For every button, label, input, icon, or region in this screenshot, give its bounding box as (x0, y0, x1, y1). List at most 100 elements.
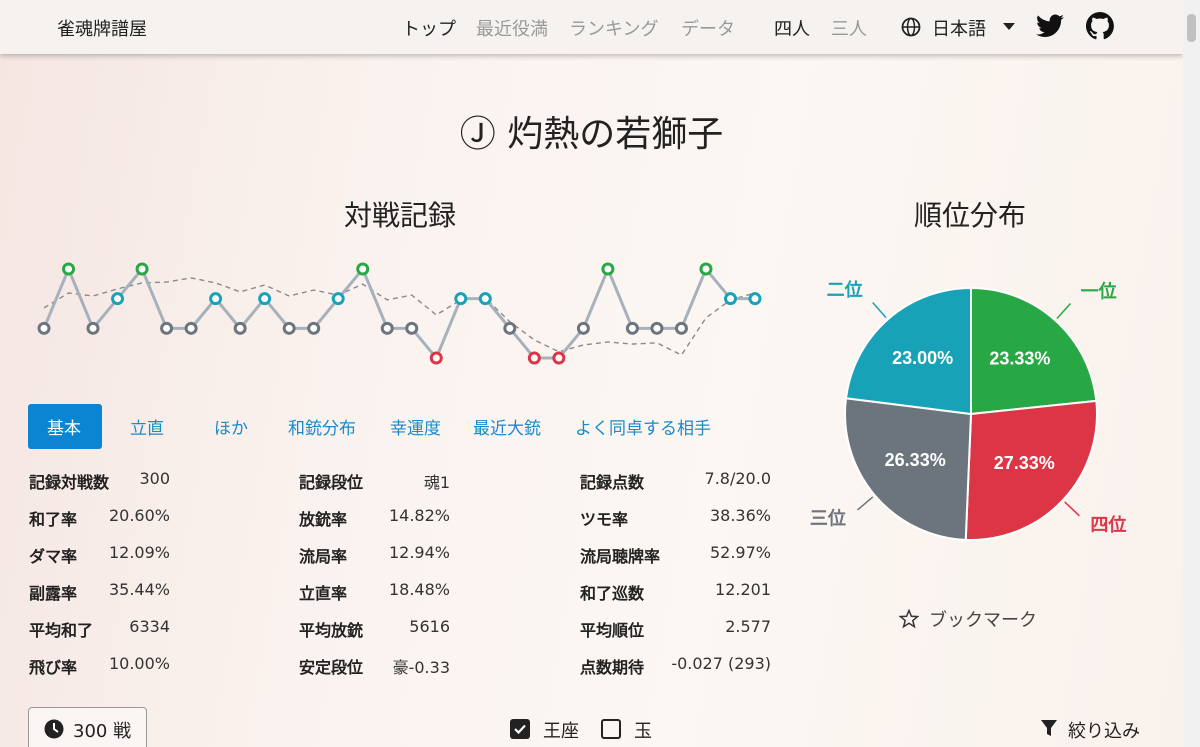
stat-value: 14.82% (388, 506, 450, 525)
tab[interactable]: 立直 (130, 419, 164, 439)
stat-label: 和了巡数 (580, 584, 645, 603)
rank-point (748, 292, 762, 306)
stat-value: 魂1 (423, 473, 450, 492)
pie-slice (844, 286, 972, 416)
leader-line (1056, 303, 1072, 319)
clock-icon (44, 719, 64, 739)
stat-label: 記録対戦数 (29, 473, 110, 492)
nav-link[interactable]: 最近役満 (476, 19, 548, 40)
brand[interactable]: 雀魂牌譜屋 (57, 19, 147, 40)
caret (1003, 23, 1015, 30)
pie-value-label: 26.33% (885, 450, 946, 470)
stat-value: 20.60% (108, 506, 170, 525)
rank-point (601, 262, 615, 276)
games-button-label[interactable]: 300 戦 (73, 721, 132, 742)
checkbox[interactable] (510, 719, 530, 739)
stat-label: 平均放銃 (299, 621, 364, 640)
pie-slice (964, 399, 1098, 541)
filter-label[interactable]: 王座 (543, 721, 579, 742)
globe-icon[interactable] (901, 17, 921, 37)
filter-icon (1041, 720, 1057, 736)
tab[interactable]: ほか (214, 419, 248, 439)
rank-point (135, 262, 149, 276)
rank-point (674, 321, 688, 335)
chart-title: 順位分布 (913, 199, 1026, 232)
tab[interactable]: 基本 (47, 419, 81, 439)
stat-label: 流局率 (299, 547, 348, 566)
tab[interactable]: 幸運度 (390, 419, 441, 439)
stat-value: 5616 (409, 617, 450, 636)
rank-point (429, 351, 443, 365)
stat-label: ツモ率 (580, 510, 629, 529)
player-title: Ⓙ 灼熱の若獅子 (459, 114, 724, 155)
stat-value: 6334 (129, 617, 170, 636)
pie-category-label: 四位 (1090, 514, 1126, 536)
nav-link[interactable]: ランキング (569, 19, 659, 40)
stat-value: 52.97% (709, 543, 771, 562)
leader-line (872, 301, 887, 319)
stat-value: 12.94% (388, 543, 450, 562)
stat-value: 35.44% (108, 580, 170, 599)
rank-point (62, 262, 76, 276)
nav-link[interactable]: データ (681, 19, 735, 40)
rank-point (380, 321, 394, 335)
checkmark (514, 724, 526, 735)
rank-point (405, 321, 419, 335)
checkbox-box (601, 719, 621, 739)
tab[interactable]: よく同卓する相手 (575, 419, 711, 439)
language[interactable]: 日本語 (932, 19, 986, 40)
mode-link[interactable]: 三人 (831, 19, 867, 40)
rank-point (723, 292, 737, 306)
pie-value-label: 23.33% (989, 348, 1050, 368)
tab[interactable]: 和銃分布 (288, 419, 356, 439)
stat-label: 副露率 (29, 584, 78, 603)
rank-point (233, 321, 247, 335)
stat-label: 流局聴牌率 (580, 547, 661, 566)
filter-label[interactable]: 玉 (634, 721, 652, 742)
pie-slice (970, 286, 1098, 416)
rank-point (111, 292, 125, 306)
leader-line (856, 496, 874, 511)
rank-point (331, 292, 345, 306)
stat-value: 300 (139, 469, 170, 488)
rank-point (282, 321, 296, 335)
tab[interactable]: 最近大銃 (473, 419, 541, 439)
checkbox[interactable] (601, 719, 621, 739)
github-icon[interactable] (1086, 12, 1114, 40)
stat-value: 12.201 (715, 580, 771, 599)
rank-point (552, 351, 566, 365)
pie-category-label: 一位 (1081, 280, 1117, 302)
stat-label: 飛び率 (29, 658, 78, 677)
stat-label: 点数期待 (580, 658, 645, 677)
rank-point (650, 321, 664, 335)
pie-category-label: 三位 (810, 508, 846, 530)
stat-label: 和了率 (29, 510, 78, 529)
rank-point (258, 292, 272, 306)
leader-line (1064, 501, 1080, 517)
rank-point (527, 351, 541, 365)
scrollbar[interactable] (1183, 0, 1200, 747)
navbar: 雀魂牌譜屋 トップ 最近役満 ランキング データ 四人 三人 日本語 (0, 0, 1183, 54)
stat-label: 平均順位 (580, 621, 645, 640)
rank-point (307, 321, 321, 335)
star-icon[interactable] (899, 609, 919, 629)
rank-point (454, 292, 468, 306)
rank-point (209, 292, 223, 306)
games-button[interactable] (28, 707, 147, 747)
checkbox-box (510, 719, 530, 739)
scroll-thumb[interactable] (1187, 14, 1196, 42)
filter-button[interactable]: 絞り込み (1068, 721, 1140, 742)
mode-link[interactable]: 四人 (774, 19, 810, 40)
stat-label: 記録段位 (299, 473, 364, 492)
stat-label: 放銃率 (299, 510, 348, 529)
rank-point (356, 262, 370, 276)
stat-value: 7.8/20.0 (704, 469, 771, 488)
bookmark[interactable]: ブックマーク (929, 610, 1037, 631)
rank-point (184, 321, 198, 335)
stat-value: 豪-0.33 (392, 658, 450, 677)
twitter-icon[interactable] (1036, 14, 1064, 38)
nav-link[interactable]: トップ (402, 19, 456, 40)
pie-category-label: 二位 (827, 279, 863, 301)
